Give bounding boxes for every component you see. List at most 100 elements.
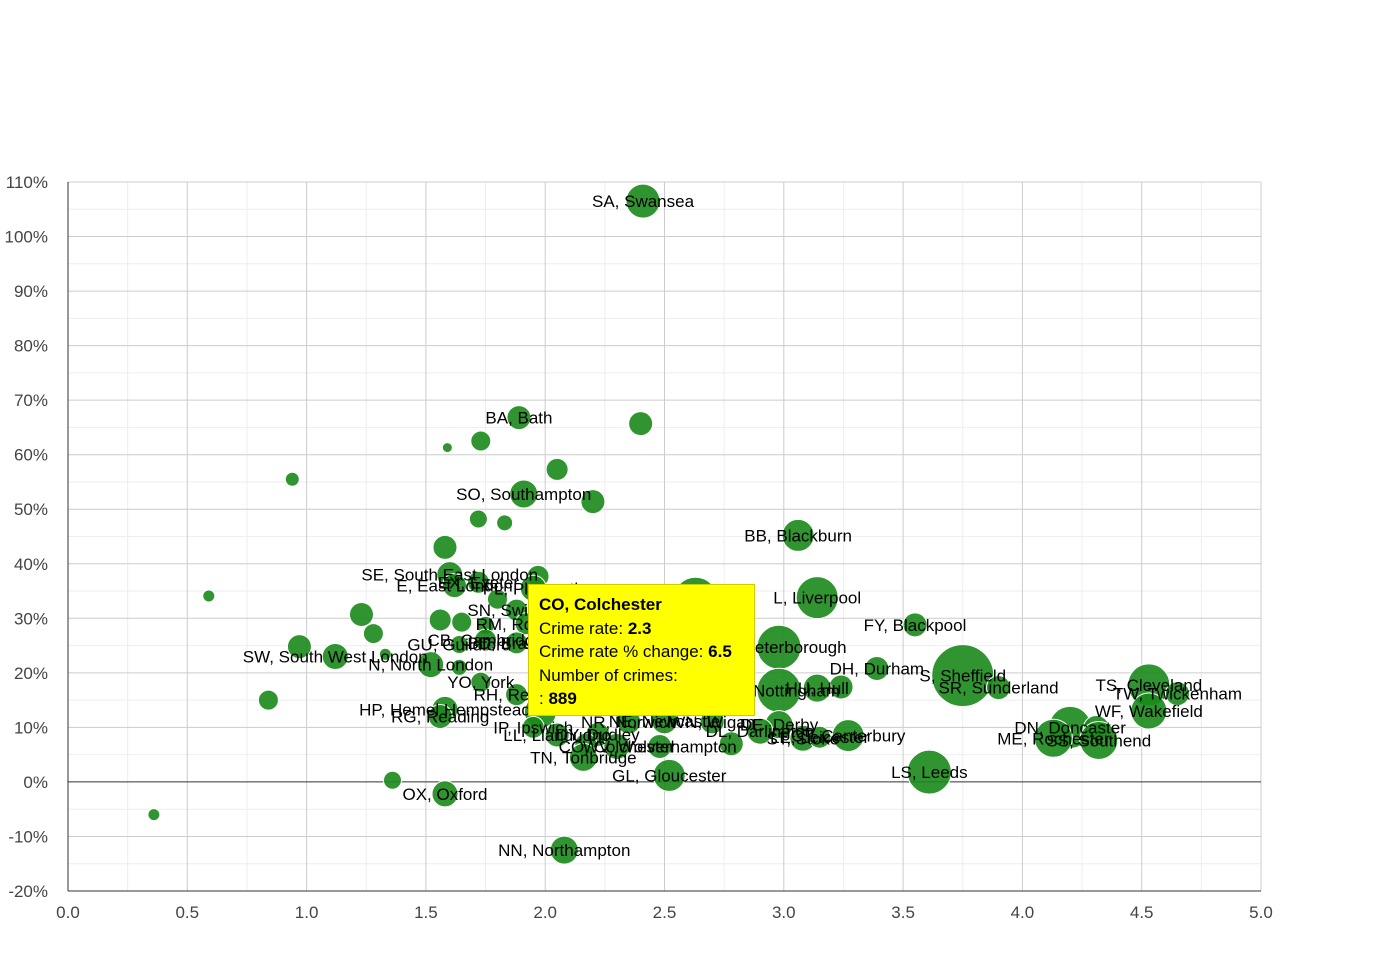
bubble[interactable] (902, 612, 928, 638)
bubble-label: CO, Colchester (559, 737, 676, 756)
bubble-label: HU, Hull (786, 679, 849, 698)
bubble-label: TS, Cleveland (1095, 676, 1202, 695)
bubble[interactable] (568, 742, 598, 772)
bubble[interactable] (362, 623, 384, 645)
bubble-label: HP, Hemel Hempstead (359, 700, 531, 719)
tooltip-change-label: Crime rate % change: (539, 642, 704, 661)
bubble[interactable] (864, 655, 890, 681)
bubble-label: LS, Leeds (891, 763, 968, 782)
bubble[interactable] (831, 719, 865, 753)
bubble[interactable] (441, 442, 453, 454)
bubble[interactable] (802, 673, 832, 703)
bubble[interactable] (509, 479, 539, 509)
bubble[interactable] (1033, 718, 1073, 758)
bubble[interactable] (427, 703, 453, 729)
bubble-label: ST, Stoke (767, 729, 840, 748)
tooltip-count-value: 889 (548, 689, 577, 708)
bubble-label: GL, Gloucester (612, 766, 727, 785)
bubble[interactable] (496, 514, 514, 532)
x-tick-label: 0.0 (56, 903, 80, 922)
y-tick-label: 40% (14, 555, 48, 574)
y-tick-label: 10% (14, 718, 48, 737)
bubble-label: SR, Sunderland (939, 679, 1059, 698)
bubble[interactable] (450, 658, 468, 676)
bubble[interactable] (647, 733, 673, 759)
bubble[interactable] (486, 588, 508, 610)
bubble[interactable] (468, 509, 488, 529)
bubble[interactable] (795, 576, 839, 620)
bubble-labels: SA, Swansea BA, Bath SO, Southampton BB, Bl… (243, 192, 1242, 860)
bubble-label: S, Sheffield (919, 667, 1006, 686)
x-tick-label: 1.5 (414, 903, 438, 922)
bubble[interactable] (449, 634, 469, 654)
bubble[interactable] (470, 430, 492, 452)
bubble-label: DH, Durham (830, 659, 924, 678)
y-tick-label: 80% (14, 337, 48, 356)
y-axis-ticks: -20% -10% 0% 10% 20% 30% 40% 50% 60% 70% 80% 90% 100… (5, 173, 48, 901)
x-axis-ticks: 0.0 0.5 1.0 1.5 2.0 2.5 3.0 3.5 4.0 4.5 5.0 (56, 903, 1273, 922)
bubble[interactable] (284, 471, 300, 487)
bubble[interactable] (628, 411, 654, 437)
bubble[interactable] (378, 647, 392, 661)
bubble[interactable] (931, 644, 995, 708)
bubble-label: NE, Newcastle (609, 712, 720, 731)
bubble[interactable] (428, 608, 452, 632)
bubble[interactable] (451, 611, 473, 633)
bubble[interactable] (474, 628, 498, 652)
bubble[interactable] (1164, 681, 1190, 707)
bubble-label: DY, Dudley (556, 725, 640, 744)
bubble-label: SE, South East London (361, 566, 538, 585)
bubble[interactable] (545, 457, 569, 481)
bubble[interactable] (382, 770, 402, 790)
bubble[interactable] (781, 518, 815, 552)
bubble[interactable] (432, 534, 458, 560)
bubble[interactable] (544, 722, 570, 748)
bubble-label: BB, Blackburn (744, 526, 852, 545)
bubble[interactable] (1079, 720, 1119, 760)
x-tick-label: 4.0 (1011, 903, 1035, 922)
bubble[interactable] (549, 835, 579, 865)
bubble-label: LE, Leicester (770, 728, 870, 747)
bubble[interactable] (470, 671, 492, 693)
bubble[interactable] (202, 589, 216, 603)
bubble[interactable] (506, 405, 532, 431)
bubble[interactable] (257, 689, 279, 711)
bubble[interactable] (580, 489, 606, 515)
bubble[interactable] (286, 634, 312, 660)
bubble-label: NR, Norwich (581, 713, 676, 732)
bubble[interactable] (321, 642, 349, 670)
bubble[interactable] (505, 631, 529, 655)
bubble-label: OX, Oxford (402, 785, 487, 804)
bubble[interactable] (431, 780, 459, 808)
bubble[interactable] (466, 570, 490, 594)
bubble-label: SW, South West London (243, 647, 428, 666)
tooltip-title: CO, Colchester (539, 595, 662, 614)
bubble[interactable] (417, 651, 445, 679)
bubble[interactable] (718, 731, 744, 757)
bubble[interactable] (505, 683, 529, 707)
bubble[interactable] (442, 573, 468, 599)
bubble-label: DN, Doncaster (1014, 718, 1126, 737)
bubble[interactable] (652, 758, 686, 792)
bubble-label: GU, Guildford (407, 635, 511, 654)
bubble-label: TW, Twickenham (1113, 685, 1242, 704)
y-tick-label: -20% (8, 882, 48, 901)
tooltip-count: : 889 (539, 687, 744, 711)
bubble-label: DL, Darlington (706, 722, 815, 741)
x-tick-label: 3.0 (772, 903, 796, 922)
bubble[interactable] (521, 715, 545, 739)
bubble[interactable] (625, 183, 661, 219)
bubble[interactable] (147, 808, 161, 822)
bubble[interactable] (808, 725, 832, 749)
bubble[interactable] (348, 601, 374, 627)
bubble-label: ME, Rochester (997, 729, 1110, 748)
bubble[interactable] (906, 749, 952, 795)
bubble[interactable] (986, 675, 1012, 701)
bubble[interactable] (603, 732, 631, 760)
x-tick-label: 0.5 (175, 903, 199, 922)
bubble[interactable] (746, 717, 774, 745)
bubble-label: CB, Cambridge (427, 631, 543, 650)
y-tick-label: 50% (14, 500, 48, 519)
bubble[interactable] (1130, 692, 1168, 730)
